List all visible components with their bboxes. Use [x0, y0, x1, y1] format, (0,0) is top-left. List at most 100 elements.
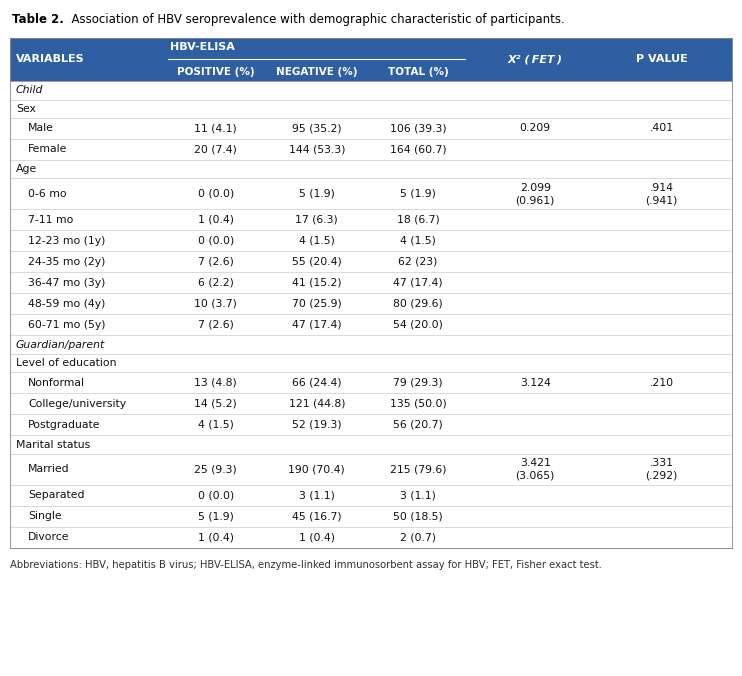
Text: 80 (29.6): 80 (29.6): [393, 299, 443, 309]
Text: X² ( FET ): X² ( FET ): [508, 55, 562, 64]
Text: 13 (4.8): 13 (4.8): [194, 378, 237, 388]
Text: 41 (15.2): 41 (15.2): [292, 278, 341, 288]
Text: Association of HBV seroprevalence with demographic characteristic of participant: Association of HBV seroprevalence with d…: [64, 13, 565, 26]
Text: 20 (7.4): 20 (7.4): [194, 145, 237, 155]
Text: 50 (18.5): 50 (18.5): [393, 512, 443, 521]
Text: 79 (29.3): 79 (29.3): [393, 378, 443, 388]
Text: 5 (1.9): 5 (1.9): [198, 512, 234, 521]
Text: Table 2.: Table 2.: [12, 13, 64, 26]
Bar: [10, 231, 732, 251]
Text: 7 (2.6): 7 (2.6): [198, 320, 234, 330]
Bar: [10, 293, 732, 314]
Text: POSITIVE (%): POSITIVE (%): [177, 67, 255, 77]
Text: 0-6 mo: 0-6 mo: [28, 189, 67, 199]
Text: 7-11 mo: 7-11 mo: [28, 215, 73, 225]
Text: 62 (23): 62 (23): [398, 257, 438, 267]
Bar: [10, 81, 732, 99]
Text: 3 (1.1): 3 (1.1): [299, 491, 335, 500]
Text: 47 (17.4): 47 (17.4): [292, 320, 341, 330]
Bar: [10, 372, 732, 393]
Bar: [10, 485, 732, 506]
Text: TOTAL (%): TOTAL (%): [387, 67, 448, 77]
Text: .210: .210: [649, 378, 674, 388]
Text: 18 (6.7): 18 (6.7): [396, 215, 439, 225]
Text: 11 (4.1): 11 (4.1): [194, 124, 237, 133]
Text: 95 (35.2): 95 (35.2): [292, 124, 341, 133]
Text: 17 (6.3): 17 (6.3): [295, 215, 338, 225]
Text: 70 (25.9): 70 (25.9): [292, 299, 342, 309]
Text: Married: Married: [28, 464, 70, 475]
Text: 4 (1.5): 4 (1.5): [299, 236, 335, 246]
Bar: [10, 251, 732, 272]
Text: Female: Female: [28, 145, 68, 155]
Text: 56 (20.7): 56 (20.7): [393, 420, 443, 430]
Text: 121 (44.8): 121 (44.8): [289, 399, 345, 409]
Text: 3 (1.1): 3 (1.1): [400, 491, 436, 500]
Text: .914
(.941): .914 (.941): [646, 183, 677, 206]
Text: Abbreviations: HBV, hepatitis B virus; HBV-ELISA, enzyme-linked immunosorbent as: Abbreviations: HBV, hepatitis B virus; H…: [10, 560, 602, 570]
Text: VARIABLES: VARIABLES: [16, 55, 85, 64]
Text: P VALUE: P VALUE: [636, 55, 688, 64]
Bar: [10, 118, 732, 139]
Bar: [10, 354, 732, 372]
Text: 1 (0.4): 1 (0.4): [198, 215, 234, 225]
Text: 66 (24.4): 66 (24.4): [292, 378, 341, 388]
Text: College/university: College/university: [28, 399, 126, 409]
Text: Nonformal: Nonformal: [28, 378, 85, 388]
Text: NEGATIVE (%): NEGATIVE (%): [276, 67, 358, 77]
Text: 45 (16.7): 45 (16.7): [292, 512, 341, 521]
Text: 106 (39.3): 106 (39.3): [390, 124, 446, 133]
Bar: [10, 454, 732, 485]
Text: 135 (50.0): 135 (50.0): [390, 399, 446, 409]
Bar: [10, 210, 732, 231]
Text: 4 (1.5): 4 (1.5): [198, 420, 234, 430]
Bar: [10, 435, 732, 454]
Text: 48-59 mo (4y): 48-59 mo (4y): [28, 299, 105, 309]
Text: 54 (20.0): 54 (20.0): [393, 320, 443, 330]
Bar: [10, 414, 732, 435]
Bar: [10, 272, 732, 293]
Text: 164 (60.7): 164 (60.7): [390, 145, 446, 155]
Text: 6 (2.2): 6 (2.2): [198, 278, 234, 288]
Text: 24-35 mo (2y): 24-35 mo (2y): [28, 257, 105, 267]
Text: HBV-ELISA: HBV-ELISA: [170, 42, 235, 52]
Text: 52 (19.3): 52 (19.3): [292, 420, 341, 430]
Text: 1 (0.4): 1 (0.4): [299, 533, 335, 543]
Text: Divorce: Divorce: [28, 533, 70, 543]
Text: .331
(.292): .331 (.292): [646, 458, 677, 481]
Text: .401: .401: [649, 124, 674, 133]
Text: Sex: Sex: [16, 103, 36, 114]
Text: 2 (0.7): 2 (0.7): [400, 533, 436, 543]
Text: Child: Child: [16, 85, 43, 95]
Text: Guardian/parent: Guardian/parent: [16, 340, 105, 349]
Text: 12-23 mo (1y): 12-23 mo (1y): [28, 236, 105, 246]
Text: 36-47 mo (3y): 36-47 mo (3y): [28, 278, 105, 288]
Text: 0.209: 0.209: [519, 124, 551, 133]
Text: 3.421
(3.065): 3.421 (3.065): [516, 458, 555, 481]
Text: 215 (79.6): 215 (79.6): [390, 464, 446, 475]
Text: Male: Male: [28, 124, 54, 133]
Text: Level of education: Level of education: [16, 358, 116, 368]
Text: Postgraduate: Postgraduate: [28, 420, 100, 430]
Text: 5 (1.9): 5 (1.9): [400, 189, 436, 199]
Text: 3.124: 3.124: [520, 378, 551, 388]
Bar: [10, 314, 732, 335]
Text: 4 (1.5): 4 (1.5): [400, 236, 436, 246]
Bar: [10, 506, 732, 527]
Text: 0 (0.0): 0 (0.0): [197, 236, 234, 246]
Text: Single: Single: [28, 512, 62, 521]
Text: 60-71 mo (5y): 60-71 mo (5y): [28, 320, 105, 330]
Bar: [10, 527, 732, 548]
Text: 2.099
(0.961): 2.099 (0.961): [516, 183, 555, 206]
Text: 25 (9.3): 25 (9.3): [194, 464, 237, 475]
Text: 190 (70.4): 190 (70.4): [289, 464, 345, 475]
Bar: [10, 139, 732, 160]
Text: 0 (0.0): 0 (0.0): [197, 491, 234, 500]
Text: 1 (0.4): 1 (0.4): [198, 533, 234, 543]
Bar: [10, 38, 732, 81]
Text: 14 (5.2): 14 (5.2): [194, 399, 237, 409]
Bar: [10, 335, 732, 354]
Bar: [10, 160, 732, 178]
Text: Marital status: Marital status: [16, 440, 91, 450]
Bar: [10, 99, 732, 118]
